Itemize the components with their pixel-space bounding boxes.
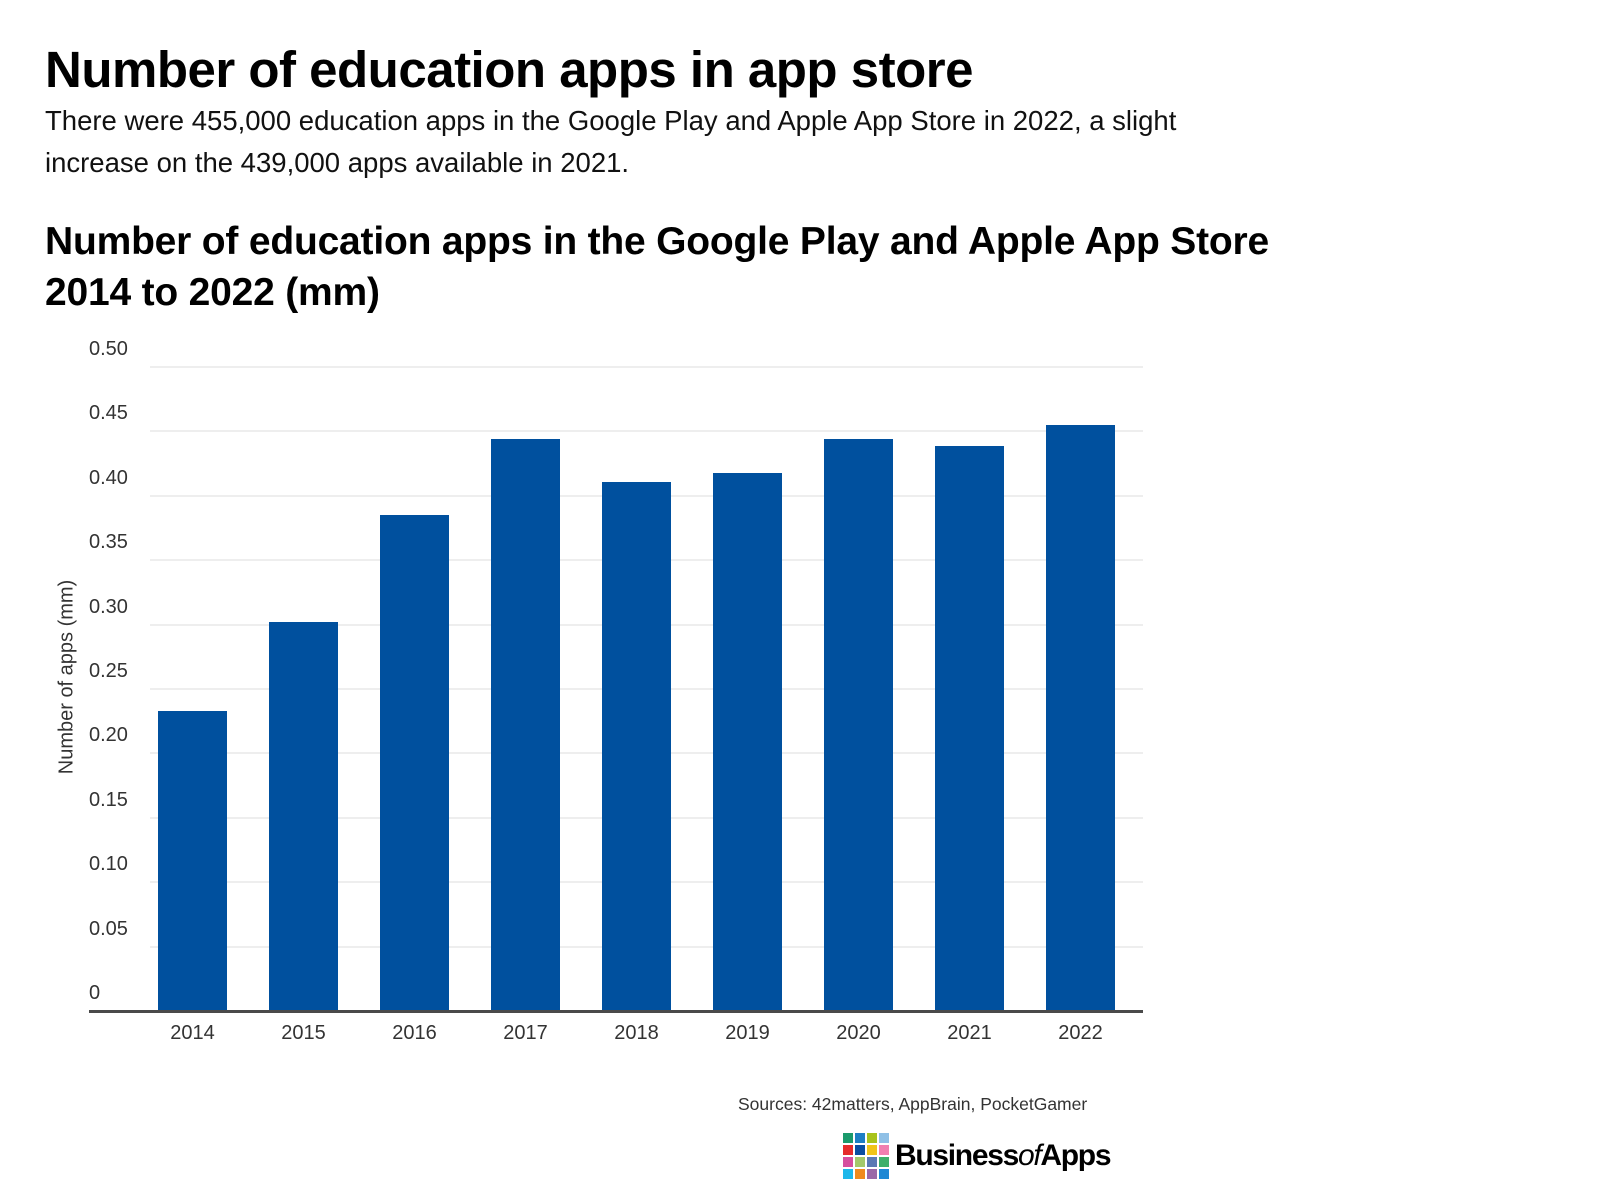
logo-square — [879, 1157, 889, 1167]
y-tick-label: 0.10 — [89, 853, 128, 876]
y-tick-label: 0.40 — [89, 466, 128, 489]
x-tick-label: 2019 — [725, 1022, 770, 1044]
bar-2015[interactable] — [269, 622, 338, 1011]
x-tick-label: 2020 — [836, 1022, 881, 1044]
page-title: Number of education apps in app store — [45, 41, 973, 99]
chart-source: Sources: 42matters, AppBrain, PocketGame… — [738, 1094, 1088, 1114]
logo-square — [867, 1157, 877, 1167]
bar-2014[interactable] — [158, 710, 227, 1011]
x-tick-label: 2017 — [503, 1022, 548, 1044]
x-tick-label: 2016 — [392, 1022, 437, 1044]
x-tick-label: 2021 — [947, 1022, 992, 1044]
bar-2017[interactable] — [491, 439, 560, 1011]
y-tick-label: 0.30 — [89, 595, 128, 618]
x-tick-label: 2018 — [614, 1022, 659, 1044]
logo-square — [879, 1133, 889, 1143]
y-tick-label: 0.25 — [89, 660, 128, 682]
y-tick-label: 0.45 — [89, 402, 128, 425]
logo-square — [879, 1145, 889, 1155]
logo-square — [843, 1169, 853, 1179]
logo-square — [843, 1157, 853, 1167]
bar-2021[interactable] — [935, 445, 1004, 1011]
logo-grid-icon — [843, 1133, 889, 1179]
logo-square — [855, 1157, 865, 1167]
logo-wordmark: BusinessofApps — [895, 1139, 1112, 1172]
y-tick-label: 0 — [89, 982, 101, 1004]
y-tick-label: 0.35 — [89, 531, 128, 554]
logo-square — [867, 1169, 877, 1179]
logo-square — [855, 1133, 865, 1143]
x-axis-line — [89, 1010, 1143, 1013]
logo-square — [843, 1145, 853, 1155]
gridline — [150, 366, 1143, 368]
logo-square — [879, 1169, 889, 1179]
bar-2018[interactable] — [602, 481, 671, 1011]
y-axis-label: Number of apps (mm) — [55, 579, 78, 775]
chart-title: Number of education apps in the Google P… — [45, 220, 1269, 314]
businessofapps-logo: BusinessofApps — [843, 1133, 1112, 1179]
logo-square — [867, 1145, 877, 1155]
y-tick-label: 0.05 — [89, 917, 128, 940]
intro-paragraph: There were 455,000 education apps in the… — [45, 105, 1177, 178]
x-tick-label: 2015 — [281, 1022, 326, 1044]
logo-square — [843, 1133, 853, 1143]
y-tick-label: 0.20 — [89, 724, 128, 747]
bar-2020[interactable] — [824, 439, 893, 1011]
y-tick-label: 0.50 — [89, 338, 128, 360]
x-tick-label: 2022 — [1058, 1022, 1103, 1044]
logo-square — [867, 1133, 877, 1143]
logo-square — [855, 1169, 865, 1179]
bar-2022[interactable] — [1046, 424, 1115, 1011]
x-tick-label: 2014 — [170, 1022, 215, 1044]
bar-2019[interactable] — [713, 472, 782, 1011]
gridline — [150, 430, 1143, 433]
bar-2016[interactable] — [380, 515, 449, 1011]
y-tick-label: 0.15 — [89, 788, 128, 811]
logo-square — [855, 1145, 865, 1155]
